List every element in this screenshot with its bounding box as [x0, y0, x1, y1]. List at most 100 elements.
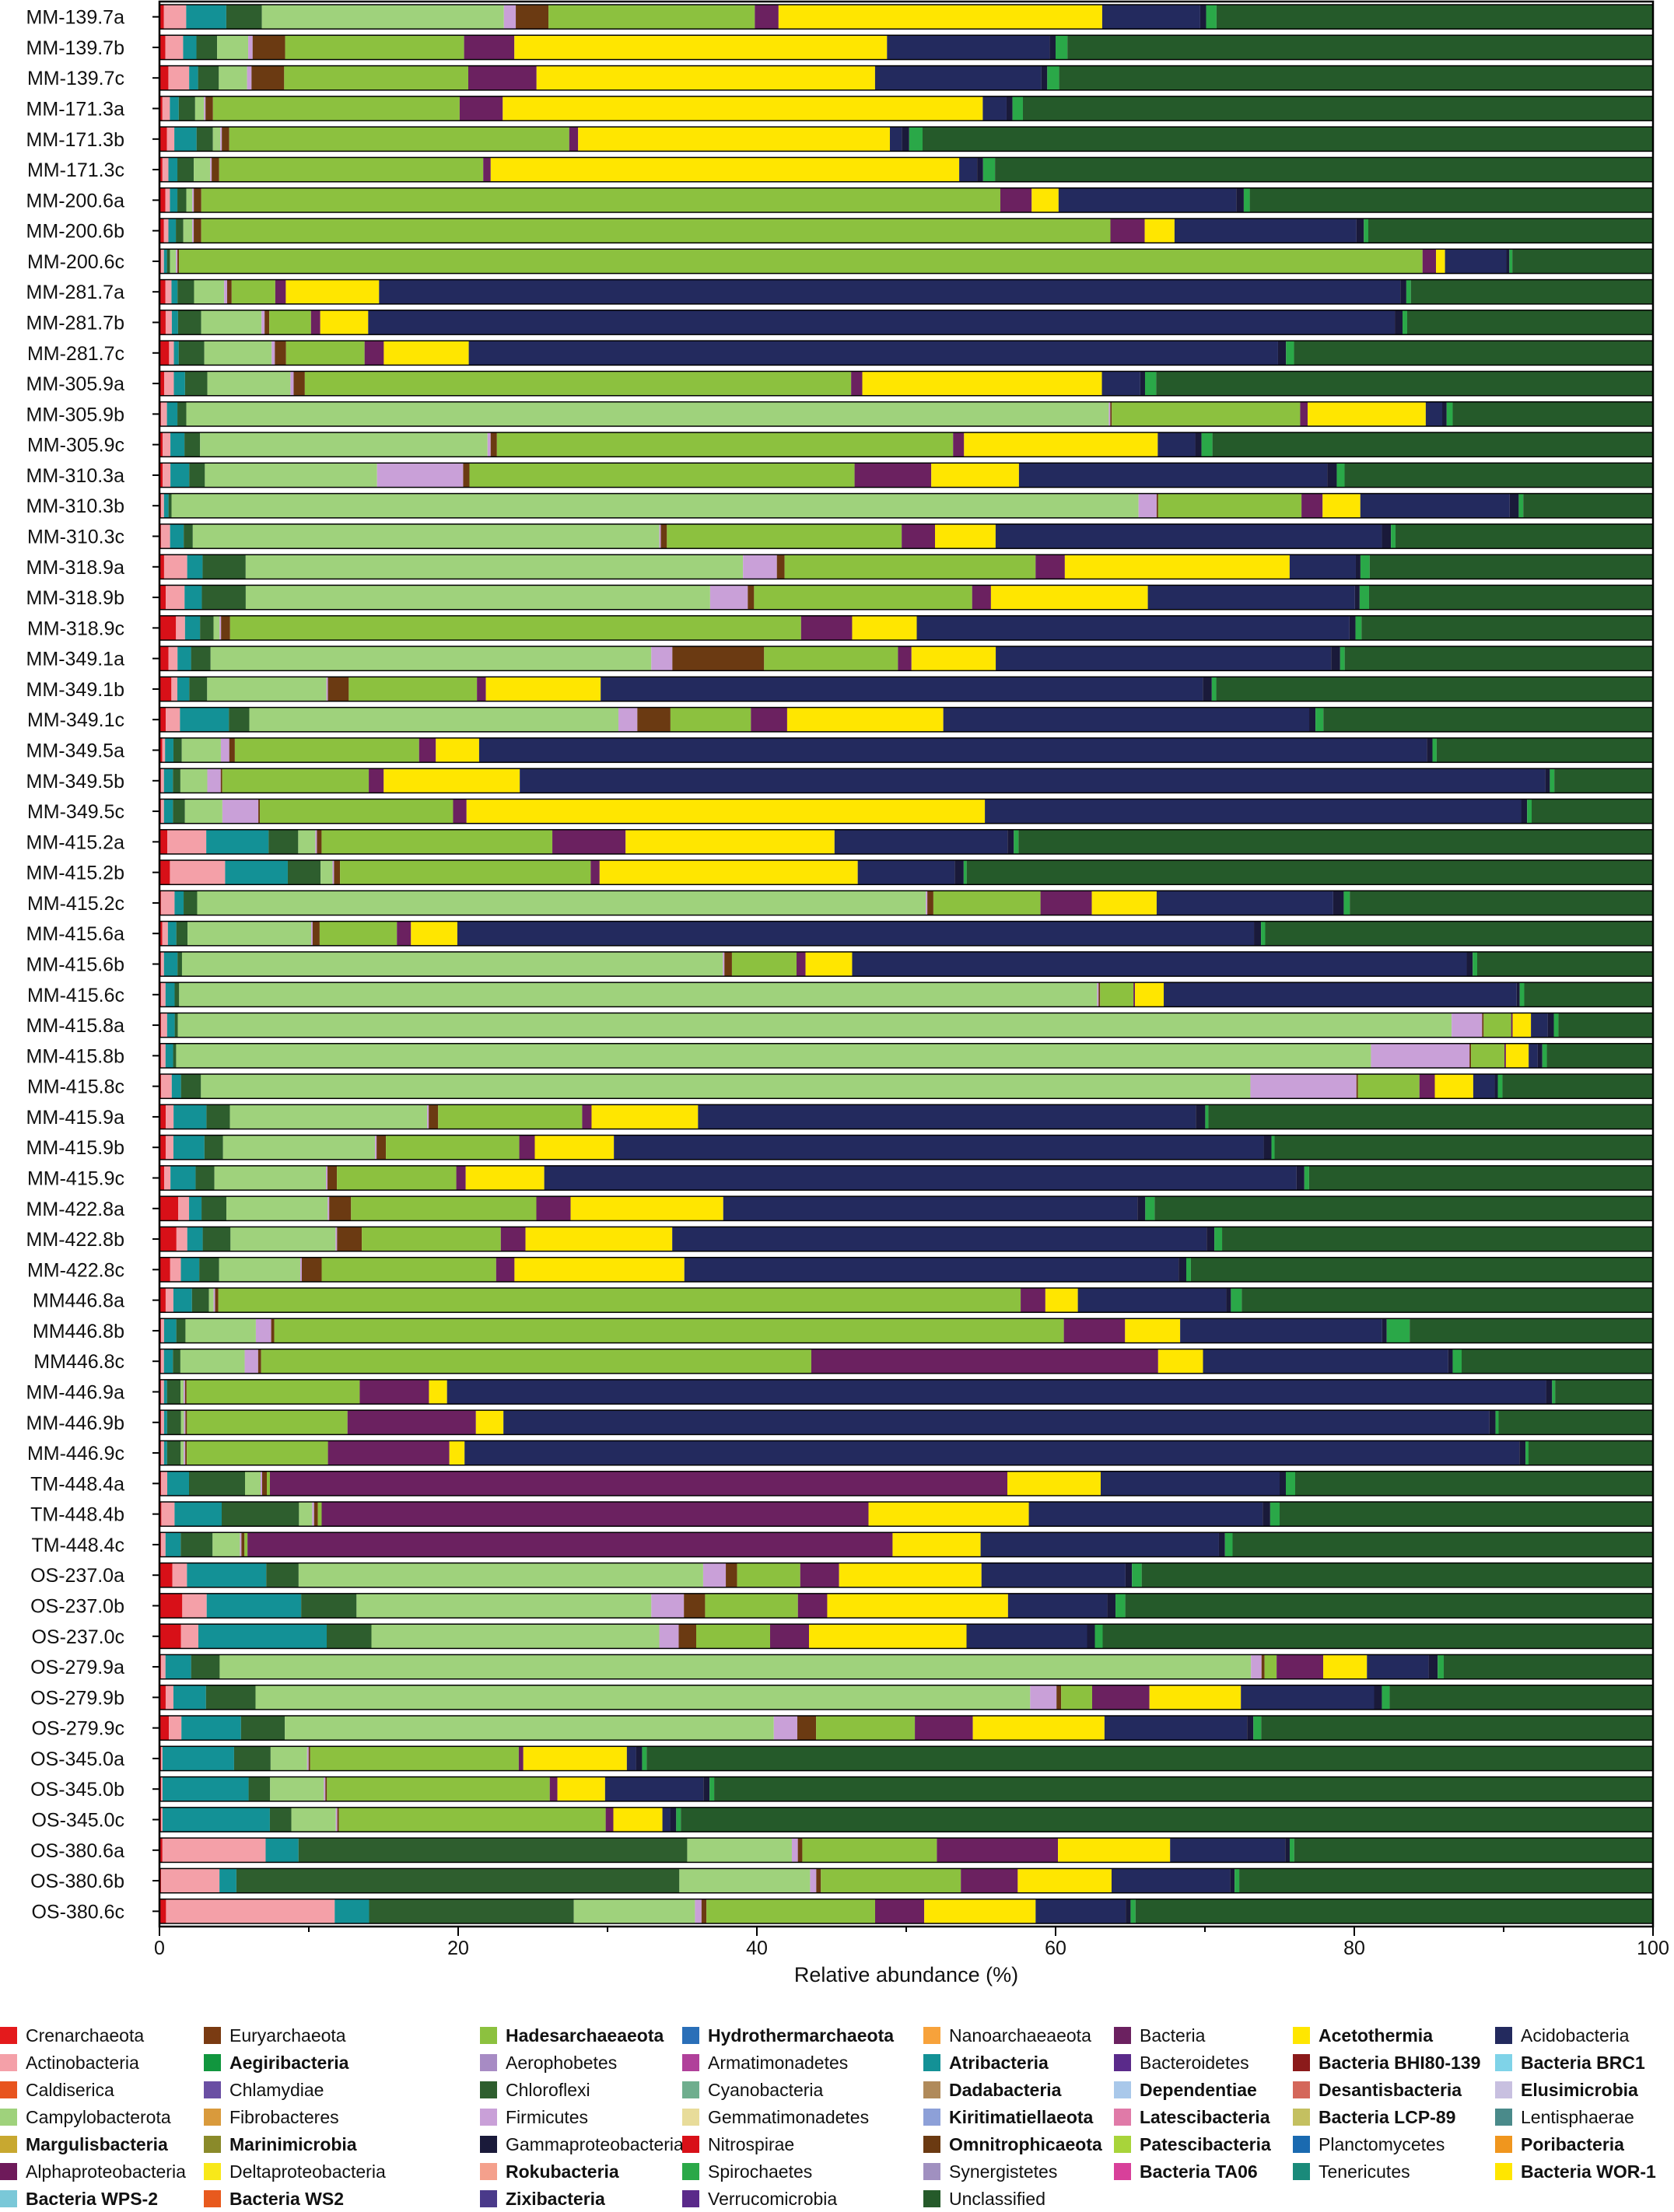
bar-segment [163, 799, 173, 824]
bar-segment [990, 585, 1148, 610]
bar-segment [411, 921, 457, 946]
legend-item: Gammaproteobacteria [480, 2131, 684, 2158]
bar-segment [1505, 1043, 1529, 1068]
bar-segment [1425, 401, 1443, 426]
bar-segment [160, 1349, 164, 1374]
bar-segment [327, 677, 349, 702]
bar-segment [468, 65, 537, 90]
bar-segment [1138, 493, 1157, 518]
bar-segment [162, 1838, 266, 1863]
bar-segment [1156, 371, 1653, 396]
bar-segment [159, 677, 172, 702]
bar-segment [1263, 1135, 1272, 1160]
bar-segment [651, 1593, 685, 1619]
bar-segment [173, 1043, 177, 1068]
legend-item: Firmicutes [480, 2104, 588, 2130]
legend-swatch [682, 2027, 699, 2044]
bar-segment [1216, 5, 1653, 30]
bar-segment [773, 1716, 797, 1741]
bar-segment [173, 1288, 192, 1313]
bar-segment [159, 1104, 166, 1129]
bar-segment [170, 187, 178, 212]
category-label: OS-345.0a [30, 1748, 124, 1770]
bar-segment [1452, 401, 1653, 426]
bar-segment [1360, 493, 1510, 518]
legend-label: Bacteria BHI80-139 [1319, 2052, 1481, 2073]
bar-segment [1289, 555, 1356, 579]
bar-segment [159, 1624, 181, 1649]
bar-segment [1391, 523, 1396, 549]
bar-segment [348, 677, 478, 702]
bar-segment [327, 1624, 372, 1649]
bar-segment [327, 1196, 330, 1221]
legend-label: Planctomycetes [1319, 2133, 1445, 2154]
bar-segment [159, 707, 166, 732]
legend-item: Armatimonadetes [682, 2049, 848, 2076]
category-label: OS-237.0c [31, 1626, 124, 1648]
bar-segment [1545, 768, 1550, 793]
bar-segment [1368, 219, 1653, 243]
bar-segment [261, 5, 504, 30]
legend-label: Aerophobetes [506, 2052, 618, 2073]
bar-segment [266, 1563, 299, 1587]
bar-segment [687, 1838, 792, 1863]
bar-segment [164, 371, 174, 396]
category-label: OS-279.9c [31, 1718, 124, 1740]
bar-segment [159, 860, 170, 885]
bar-segment [229, 737, 235, 763]
bar-segment [159, 829, 168, 854]
bar-segment [206, 1593, 302, 1619]
bar-segment [449, 1440, 465, 1465]
bar-segment [191, 1654, 220, 1679]
bar-segment [469, 463, 855, 488]
bar-segment [463, 463, 470, 488]
bar-segment [168, 646, 178, 671]
bar-segment [166, 1440, 181, 1465]
bar-segment [265, 1838, 299, 1863]
bar-segment [170, 1165, 196, 1191]
bar-segment [312, 921, 320, 946]
x-tick-label: 100 [1637, 1937, 1669, 1959]
legend-label: Acetothermia [1319, 2025, 1433, 2046]
bar-segment [670, 707, 751, 732]
bar-segment [578, 127, 891, 152]
bar-segment [320, 860, 333, 885]
bar-segment [187, 1227, 203, 1251]
bar-segment [1018, 463, 1328, 488]
bar-segment [269, 1807, 292, 1832]
legend-label: Bacteria BRC1 [1521, 2052, 1645, 2073]
bar-segment [709, 585, 748, 610]
bar-segment [1012, 96, 1023, 121]
bar-segment [1555, 1379, 1653, 1405]
legend-label: Alphaproteobacteria [26, 2161, 186, 2182]
bar-segment [706, 1899, 875, 1923]
legend-swatch [1293, 2109, 1310, 2126]
legend-label: Hadesarchaeaeota [506, 2025, 664, 2046]
legend-swatch [1293, 2136, 1310, 2153]
bar-segment [1101, 5, 1200, 30]
bar-segment [160, 1074, 172, 1099]
legend-swatch [0, 2054, 17, 2071]
bar-segment [1049, 35, 1056, 60]
bar-segment [195, 1165, 215, 1191]
bar-segment [1364, 219, 1369, 243]
legend-item: Bacteria BRC1 [1495, 2049, 1645, 2076]
bar-segment [163, 1318, 177, 1343]
bar-segment [591, 1104, 699, 1129]
bar-segment [284, 65, 468, 90]
bar-segment [364, 341, 384, 366]
bar-segment [503, 96, 983, 121]
bar-segment [327, 1165, 338, 1191]
bar-segment [1331, 646, 1340, 671]
bar-segment [191, 1288, 209, 1313]
category-label: OS-380.6c [31, 1901, 124, 1923]
bar-segment [192, 219, 194, 243]
bar-segment [170, 249, 177, 274]
bar-segment [178, 341, 205, 366]
bar-segment [166, 707, 180, 732]
bar-segment [1473, 951, 1477, 977]
bar-segment [166, 585, 185, 610]
bar-segment [1007, 1471, 1101, 1496]
bar-segment [1164, 982, 1517, 1007]
bar-segment [159, 1196, 179, 1221]
